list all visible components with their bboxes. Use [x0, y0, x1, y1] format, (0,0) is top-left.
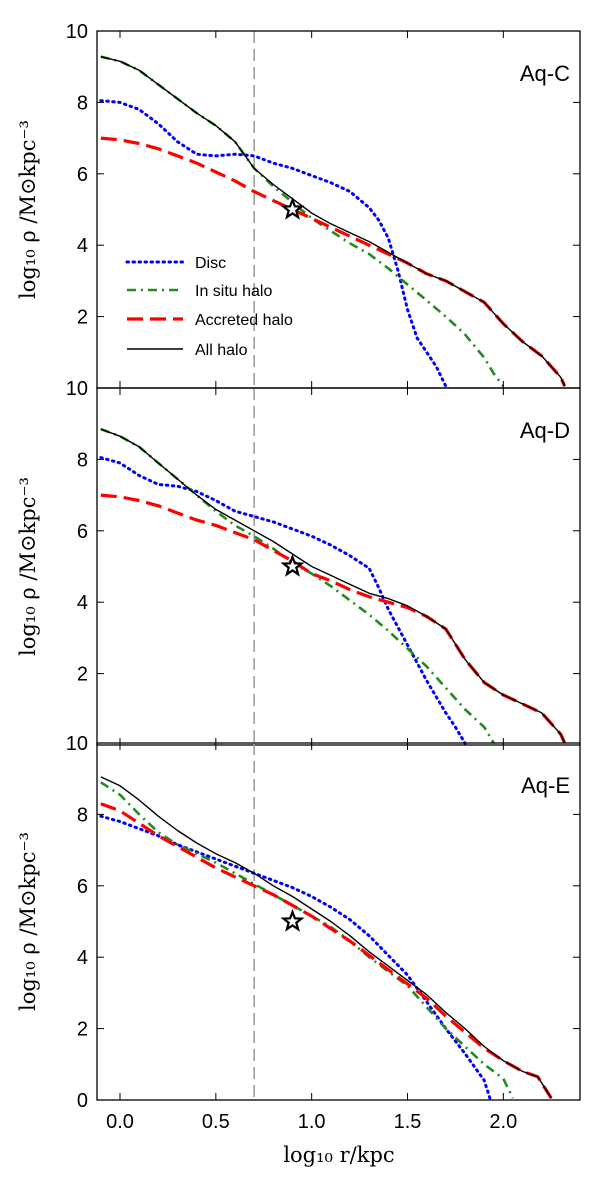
y-tick-label: 2 [77, 307, 88, 329]
series-line-disc [99, 456, 467, 745]
x-tick-label: 1.0 [298, 1111, 326, 1133]
y-tick-label: 10 [66, 378, 88, 400]
y-tick-label: 6 [77, 876, 88, 898]
series-line-all-halo [100, 776, 552, 1099]
panel-label: Aq-E [521, 773, 570, 798]
panel-label: Aq-C [520, 61, 570, 86]
legend-label: In situ halo [195, 283, 272, 300]
y-tick-label: 10 [66, 733, 88, 755]
series-line-all-halo [100, 56, 566, 387]
x-tick-label: 1.5 [394, 1111, 422, 1133]
series-line-accreted-halo [100, 802, 553, 1100]
series-line-disc [99, 99, 448, 388]
y-axis-label: log₁₀ ρ /M⊙kpc⁻³ [16, 477, 40, 656]
x-tick-label: 0.0 [106, 1111, 134, 1133]
panel-aq-d: 2 4 6 8 10 Aq-D log₁₀ ρ /M⊙kpc⁻³ [16, 378, 581, 746]
y-tick-label: 2 [77, 664, 88, 686]
x-axis-label: log₁₀ r/kpc [283, 1143, 394, 1167]
y-tick-label: 4 [77, 947, 88, 969]
series-line-in-situ-halo [100, 781, 515, 1099]
star-marker [280, 908, 305, 932]
y-tick-label: 8 [77, 804, 88, 826]
series-group [99, 55, 567, 388]
star-marker [280, 553, 305, 577]
y-tick-label: 8 [77, 449, 88, 471]
axes-frame [96, 30, 581, 389]
panel-label: Aq-D [520, 418, 570, 443]
axes-frame [96, 387, 581, 746]
series-line-in-situ-halo [100, 55, 505, 387]
y-axis-label: log₁₀ ρ /M⊙kpc⁻³ [16, 832, 40, 1011]
legend: Disc In situ halo Accreted halo All halo [125, 255, 293, 359]
y-tick-label: 2 [77, 1019, 88, 1041]
series-line-disc [99, 814, 492, 1100]
y-tick-label: 8 [77, 92, 88, 114]
x-tick-label: 0.5 [202, 1111, 230, 1133]
legend-label: All halo [195, 342, 248, 359]
x-tick-label: 2.0 [489, 1111, 517, 1133]
y-tick-label: 6 [77, 521, 88, 543]
y-tick-label: 6 [77, 164, 88, 186]
legend-label: Disc [195, 255, 226, 272]
y-tick-label: 4 [77, 235, 88, 257]
panel-aq-c: 2 4 6 8 10 Aq-C log₁₀ ρ /M⊙kpc⁻³ Disc In situ ha… [16, 21, 581, 389]
y-tick-label: 0 [77, 1090, 88, 1112]
series-line-accreted-halo [100, 493, 567, 744]
series-group [99, 776, 553, 1100]
panels: 2 4 6 8 10 Aq-C log₁₀ ρ /M⊙kpc⁻³ Disc In situ ha… [16, 21, 581, 1133]
series-line-all-halo [100, 428, 566, 744]
series-group [99, 427, 567, 745]
y-tick-label: 10 [66, 21, 88, 43]
series-line-in-situ-halo [100, 427, 495, 744]
star-marker [280, 196, 305, 220]
panel-aq-e: 0 2 4 6 8 10 Aq-E log₁₀ ρ /M⊙kpc⁻³ 0.0 0.5 1.0 1.5 2… [16, 733, 581, 1133]
legend-label: Accreted halo [195, 312, 293, 329]
y-axis-label: log₁₀ ρ /M⊙kpc⁻³ [16, 120, 40, 299]
axes-frame [96, 742, 581, 1101]
y-tick-label: 4 [77, 592, 88, 614]
